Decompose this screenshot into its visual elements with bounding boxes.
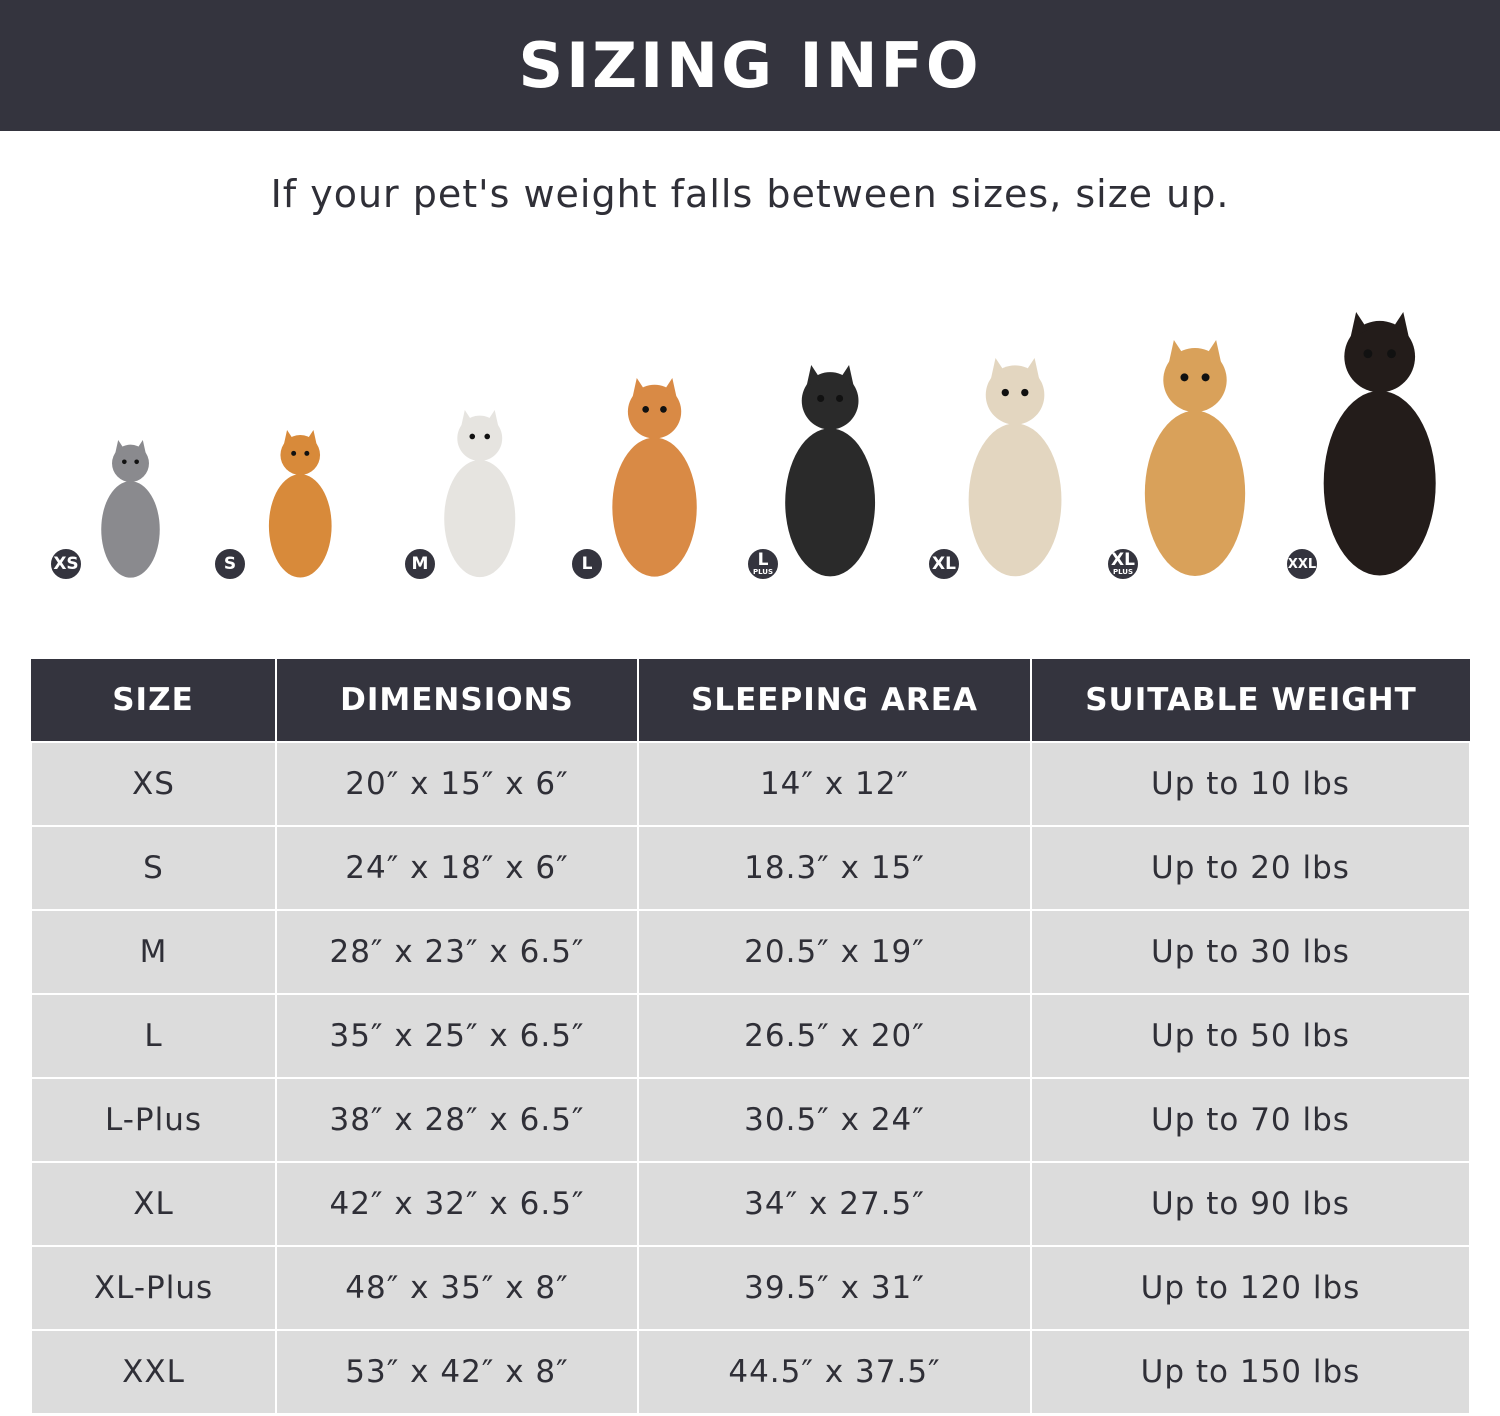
table-cell: Up to 10 lbs <box>1030 741 1471 827</box>
size-badge-m: M <box>403 547 437 581</box>
table-cell: XL-Plus <box>30 1245 277 1331</box>
cat-image <box>92 440 169 580</box>
badge-label: S <box>223 553 237 574</box>
table-cell: 44.5″ x 37.5″ <box>637 1329 1032 1415</box>
table-cell: 42″ x 32″ x 6.5″ <box>275 1161 639 1247</box>
badge-sublabel: PLUS <box>752 568 774 576</box>
table-cell: Up to 90 lbs <box>1030 1161 1471 1247</box>
title-banner: SIZING INFO <box>0 0 1500 131</box>
table-row: XXL 53″ x 42″ x 8″ 44.5″ x 37.5″ Up to 150 … <box>30 1329 1471 1415</box>
table-cell: 48″ x 35″ x 8″ <box>275 1245 639 1331</box>
table-row: XL 42″ x 32″ x 6.5″ 34″ x 27.5″ Up to 90 lb… <box>30 1161 1471 1247</box>
table-cell: Up to 50 lbs <box>1030 993 1471 1079</box>
table-cell: 14″ x 12″ <box>637 741 1032 827</box>
size-badge-xxl: XXL <box>1285 547 1319 581</box>
pomeranian-image <box>259 430 342 580</box>
table-cell: XXL <box>30 1329 277 1415</box>
size-badge-s: S <box>213 547 247 581</box>
labrador-image <box>954 358 1076 580</box>
size-badge-xl: XL <box>927 547 961 581</box>
table-cell: S <box>30 825 277 911</box>
table-row: L 35″ x 25″ x 6.5″ 26.5″ x 20″ Up to 50 lbs <box>30 993 1471 1079</box>
sizing-table: SIZE DIMENSIONS SLEEPING AREA SUITABLE WEIG… <box>30 659 1471 1415</box>
table-cell: XL <box>30 1161 277 1247</box>
size-badge-l: L <box>570 547 604 581</box>
table-cell: 53″ x 42″ x 8″ <box>275 1329 639 1415</box>
column-header: SUITABLE WEIGHT <box>1031 659 1470 742</box>
table-cell: L <box>30 993 277 1079</box>
size-badge-xl-plus: XL PLUS <box>1106 547 1140 581</box>
table-cell: 20.5″ x 19″ <box>637 909 1032 995</box>
size-badge-l-plus: L PLUS <box>746 547 780 581</box>
french-bulldog-image <box>433 410 527 580</box>
table-cell: 18.3″ x 15″ <box>637 825 1032 911</box>
table-cell: Up to 30 lbs <box>1030 909 1471 995</box>
table-row: L-Plus 38″ x 28″ x 6.5″ 30.5″ x 24″ Up to 7… <box>30 1077 1471 1163</box>
table-cell: 20″ x 15″ x 6″ <box>275 741 639 827</box>
table-row: XS 20″ x 15″ x 6″ 14″ x 12″ Up to 10 lbs <box>30 741 1471 827</box>
table-cell: 35″ x 25″ x 6.5″ <box>275 993 639 1079</box>
badge-label: XXL <box>1287 556 1317 572</box>
table-cell: 39.5″ x 31″ <box>637 1245 1032 1331</box>
table-cell: 30.5″ x 24″ <box>637 1077 1032 1163</box>
table-header-row: SIZE DIMENSIONS SLEEPING AREA SUITABLE WEIG… <box>31 659 1470 742</box>
table-cell: 26.5″ x 20″ <box>637 993 1032 1079</box>
column-header: SLEEPING AREA <box>638 659 1032 742</box>
badge-label: L <box>581 553 593 574</box>
size-badge-xs: XS <box>49 547 83 581</box>
column-header: SIZE <box>31 659 277 742</box>
table-row: XL-Plus 48″ x 35″ x 8″ 39.5″ x 31″ Up to 12… <box>30 1245 1471 1331</box>
table-cell: 24″ x 18″ x 6″ <box>275 825 639 911</box>
doberman-image <box>1306 312 1453 580</box>
pet-size-illustrations: XS S M L L PLUS XL XL PLUS XXL <box>0 300 1500 600</box>
badge-label: L <box>757 550 769 570</box>
table-cell: 34″ x 27.5″ <box>637 1161 1032 1247</box>
table-cell: Up to 20 lbs <box>1030 825 1471 911</box>
column-header: DIMENSIONS <box>276 659 639 742</box>
badge-label: XS <box>53 553 79 574</box>
table-cell: Up to 120 lbs <box>1030 1245 1471 1331</box>
table-cell: Up to 70 lbs <box>1030 1077 1471 1163</box>
golden-retriever-image <box>1129 340 1261 580</box>
table-cell: XS <box>30 741 277 827</box>
table-row: M 28″ x 23″ x 6.5″ 20.5″ x 19″ Up to 30 lbs <box>30 909 1471 995</box>
table-row: S 24″ x 18″ x 6″ 18.3″ x 15″ Up to 20 lbs <box>30 825 1471 911</box>
subtitle: If your pet's weight falls between sizes… <box>270 172 1230 216</box>
page-title: SIZING INFO <box>518 29 982 102</box>
shiba-inu-image <box>599 378 710 580</box>
badge-label: XL <box>1111 550 1135 570</box>
border-collie-image <box>771 365 889 580</box>
table-cell: M <box>30 909 277 995</box>
table-cell: Up to 150 lbs <box>1030 1329 1471 1415</box>
table-cell: 38″ x 28″ x 6.5″ <box>275 1077 639 1163</box>
table-cell: 28″ x 23″ x 6.5″ <box>275 909 639 995</box>
badge-sublabel: PLUS <box>1112 568 1134 576</box>
table-cell: L-Plus <box>30 1077 277 1163</box>
badge-label: M <box>411 553 429 574</box>
badge-label: XL <box>932 553 956 574</box>
